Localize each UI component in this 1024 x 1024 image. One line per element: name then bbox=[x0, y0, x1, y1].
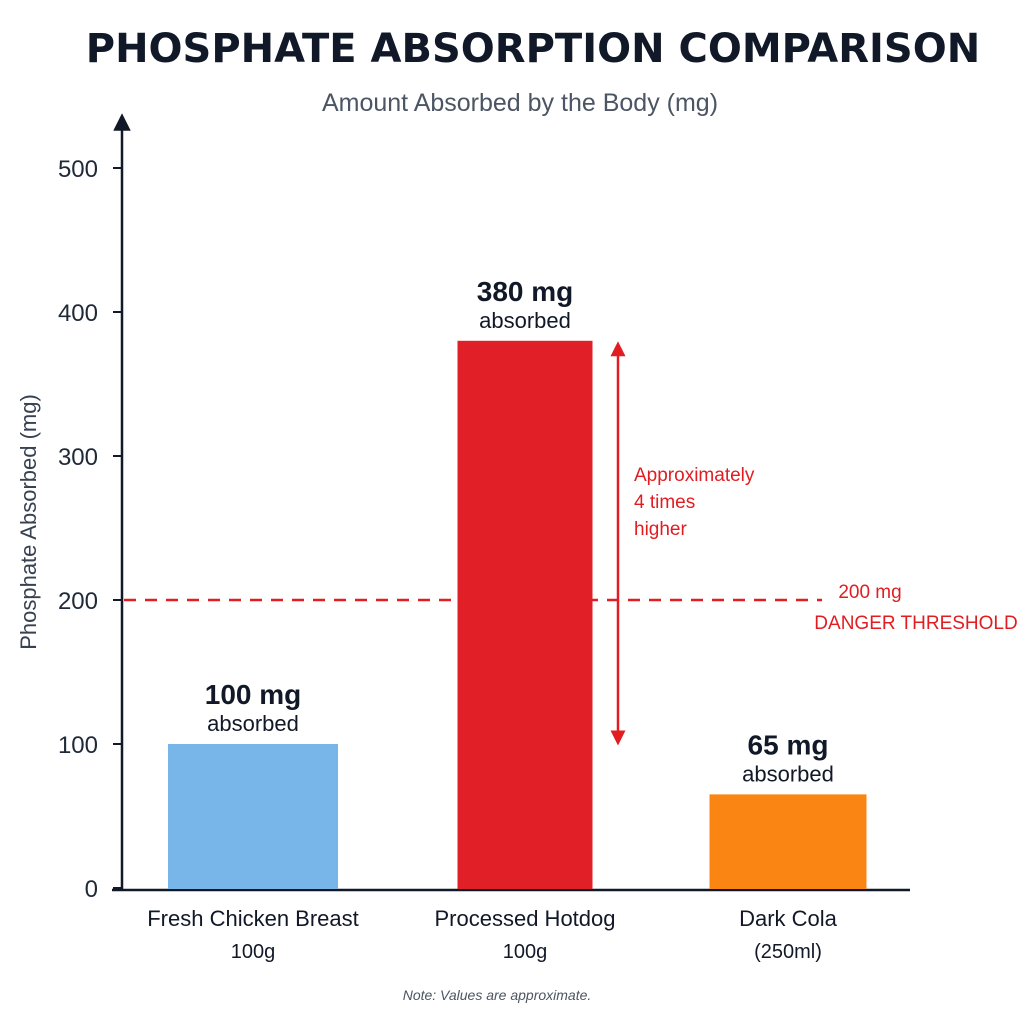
footnote: Note: Values are approximate. bbox=[403, 987, 592, 1003]
y-tick-label: 0 bbox=[85, 876, 98, 903]
chart-subtitle: Amount Absorbed by the Body (mg) bbox=[322, 89, 718, 117]
comparison-annotation: Approximately 4 times higher bbox=[610, 341, 755, 746]
comparison-text-line: 4 times bbox=[634, 492, 695, 513]
comparison-text-line: higher bbox=[634, 519, 687, 540]
bars bbox=[168, 340, 867, 889]
y-tick-label: 400 bbox=[58, 300, 98, 327]
bar-value-label: 100 mg bbox=[205, 679, 302, 710]
category-sublabel: 100g bbox=[231, 941, 276, 963]
category-label: Dark Cola bbox=[739, 906, 838, 931]
y-tick-label: 500 bbox=[58, 156, 98, 183]
bar bbox=[457, 340, 593, 889]
y-axis-ticks: 0 100 200 300 400 500 bbox=[58, 156, 122, 903]
y-tick-label: 300 bbox=[58, 444, 98, 471]
category-labels: Fresh Chicken Breast 100g Processed Hotdog… bbox=[147, 906, 837, 963]
category-sublabel: 100g bbox=[503, 941, 548, 963]
threshold-marker: 200 mg DANGER THRESHOLD bbox=[124, 582, 1018, 634]
y-axis-label: Phosphate Absorbed (mg) bbox=[16, 394, 41, 650]
threshold-text-label: DANGER THRESHOLD bbox=[814, 613, 1017, 634]
chart-title: PHOSPHATE ABSORPTION COMPARISON bbox=[86, 26, 980, 72]
category-sublabel: (250ml) bbox=[754, 941, 822, 963]
category-label: Processed Hotdog bbox=[435, 906, 616, 931]
bar-value-label: 65 mg bbox=[748, 729, 829, 760]
y-tick-label: 200 bbox=[58, 588, 98, 615]
bar bbox=[168, 744, 338, 889]
bar-value-label: 380 mg bbox=[477, 276, 574, 307]
bar-value-unit: absorbed bbox=[742, 761, 834, 786]
y-tick-label: 100 bbox=[58, 732, 98, 759]
category-label: Fresh Chicken Breast bbox=[147, 906, 359, 931]
threshold-value-label: 200 mg bbox=[838, 582, 901, 603]
bar-value-unit: absorbed bbox=[207, 711, 299, 736]
comparison-text-line: Approximately bbox=[634, 465, 755, 486]
bar bbox=[709, 794, 867, 889]
bar-value-unit: absorbed bbox=[479, 308, 571, 333]
